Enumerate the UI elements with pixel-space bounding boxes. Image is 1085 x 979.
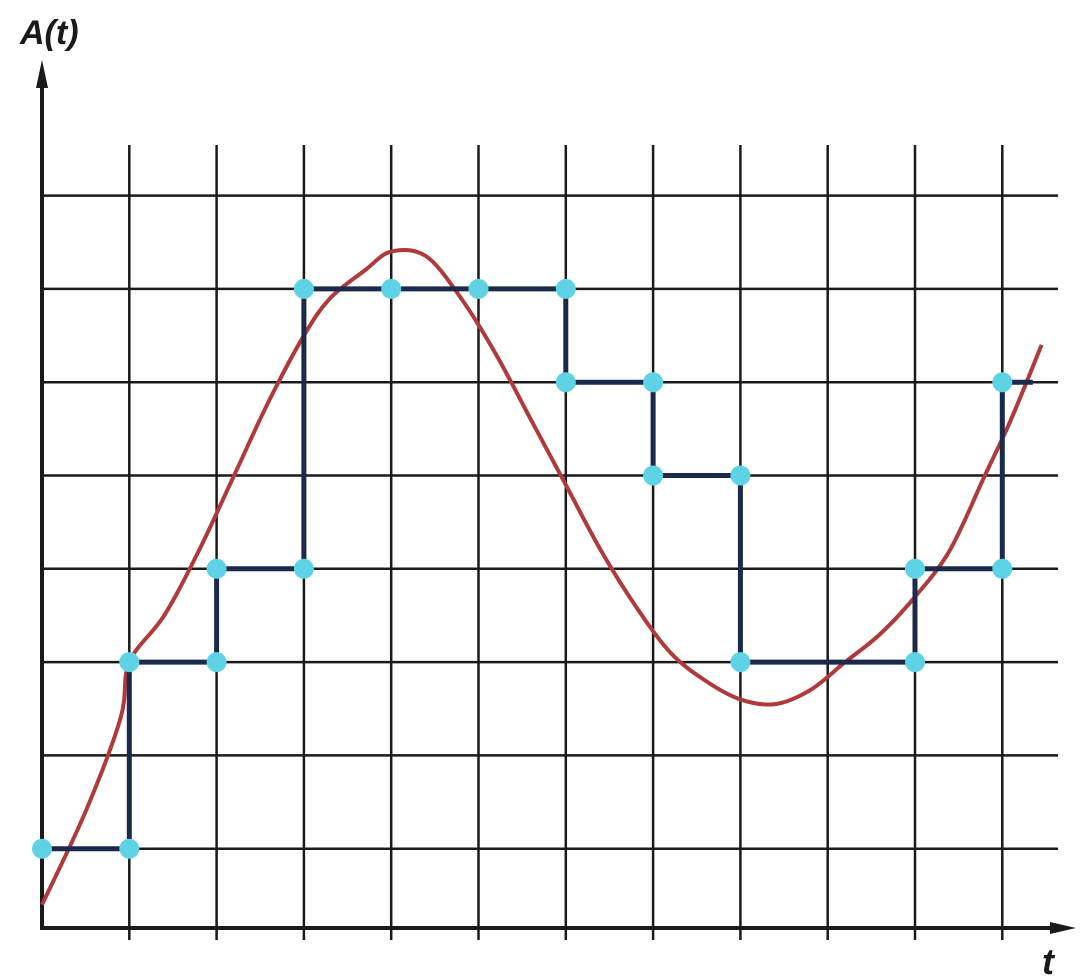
axes: A(t) t [19, 14, 1076, 979]
x-axis-arrow [1050, 922, 1076, 934]
sample-point [293, 558, 314, 579]
sample-point [643, 372, 664, 393]
sample-point [992, 558, 1013, 579]
analog-signal-line [40, 247, 1044, 906]
y-axis-title: A(t) [19, 14, 79, 52]
sample-point [730, 652, 751, 673]
sample-point [730, 465, 751, 486]
sample-point [119, 652, 140, 673]
y-axis-arrow [36, 60, 48, 88]
sample-point [905, 652, 925, 673]
sample-point [119, 838, 140, 859]
sample-point [206, 558, 227, 579]
sample-point [643, 465, 664, 486]
grid [40, 145, 1058, 940]
x-axis-title: t [1042, 941, 1056, 979]
sample-point [905, 558, 925, 579]
series-layer [32, 247, 1044, 906]
sample-point [32, 838, 52, 859]
sample-point [555, 278, 576, 299]
sample-point [206, 652, 227, 673]
sample-point [293, 278, 314, 299]
sample-point [992, 372, 1013, 393]
sample-point [381, 278, 402, 299]
sample-point [555, 372, 576, 393]
sample-point [468, 278, 489, 299]
